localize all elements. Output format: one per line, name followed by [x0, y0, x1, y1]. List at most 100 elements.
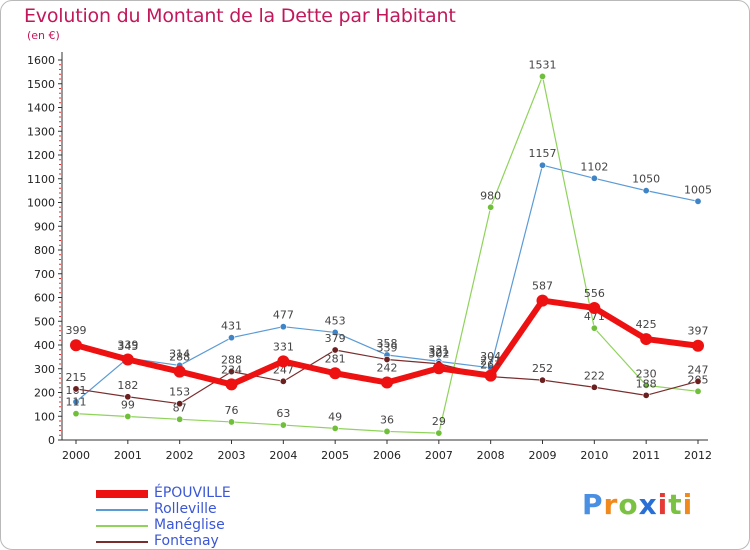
x-tick-label: 2006	[373, 449, 401, 462]
data-point	[692, 339, 704, 352]
data-label: 431	[221, 320, 242, 333]
data-label: 230	[636, 367, 657, 380]
y-tick-label: 1400	[27, 102, 55, 115]
data-point	[72, 398, 80, 406]
data-point	[72, 385, 80, 393]
data-label: 215	[66, 371, 87, 384]
logo-letter: i	[682, 488, 694, 521]
x-tick-label: 2009	[529, 449, 557, 462]
chart-subtitle: (en €)	[27, 29, 60, 42]
x-tick-label: 2011	[632, 449, 660, 462]
y-tick-label: 300	[34, 363, 55, 376]
data-label: 1102	[580, 160, 608, 173]
data-label: 36	[380, 413, 394, 426]
data-label: 358	[377, 337, 398, 350]
data-label: 980	[480, 189, 501, 202]
data-point	[590, 324, 598, 332]
data-point	[331, 424, 339, 432]
y-tick-label: 600	[34, 292, 55, 305]
y-tick-label: 900	[34, 220, 55, 233]
data-point	[642, 391, 650, 399]
data-label: 321	[428, 346, 449, 359]
data-label: 1050	[632, 173, 660, 186]
data-label: 453	[325, 314, 346, 327]
data-point	[383, 355, 391, 363]
data-label: 302	[428, 347, 449, 360]
data-label: 188	[636, 377, 657, 390]
data-label: 234	[221, 363, 242, 376]
data-point	[124, 412, 132, 420]
data-label: 587	[532, 280, 553, 293]
data-point	[331, 346, 339, 354]
data-point	[277, 355, 290, 368]
data-label: 182	[117, 379, 138, 392]
y-tick-label: 1600	[27, 54, 55, 67]
data-point	[694, 387, 702, 395]
data-label: 49	[328, 410, 342, 423]
data-label: 397	[688, 325, 709, 338]
data-label: 281	[325, 352, 346, 365]
data-point	[121, 353, 134, 366]
x-tick-label: 2010	[580, 449, 608, 462]
data-label: 87	[173, 401, 187, 414]
data-point	[329, 367, 342, 380]
data-point	[590, 383, 598, 391]
data-point	[228, 334, 236, 342]
data-label: 252	[532, 362, 553, 375]
y-tick-label: 200	[34, 387, 55, 400]
data-label: 288	[169, 351, 190, 364]
data-point	[484, 369, 497, 382]
logo-letter: o	[618, 488, 639, 521]
data-label: 99	[121, 398, 135, 411]
data-label: 271	[480, 355, 501, 368]
data-point	[72, 410, 80, 418]
x-tick-label: 2012	[684, 449, 712, 462]
logo-letter: i	[657, 488, 669, 521]
logo-letter: t	[668, 488, 683, 521]
x-tick-label: 2002	[166, 449, 194, 462]
data-point	[228, 368, 236, 376]
legend-swatch	[96, 541, 148, 543]
y-tick-label: 0	[48, 434, 55, 447]
data-point	[228, 418, 236, 426]
data-label: 1157	[529, 147, 557, 160]
data-point	[640, 333, 653, 346]
y-tick-label: 700	[34, 268, 55, 281]
y-tick-label: 500	[34, 315, 55, 328]
x-tick-label: 2008	[477, 449, 505, 462]
y-tick-label: 800	[34, 244, 55, 257]
data-label: 153	[169, 386, 190, 399]
data-label: 1531	[529, 58, 557, 71]
data-point	[642, 187, 650, 195]
data-label: 29	[432, 415, 446, 428]
logo-letter: x	[638, 488, 658, 521]
data-point	[173, 365, 186, 378]
data-point	[588, 301, 601, 314]
y-tick-label: 1200	[27, 149, 55, 162]
proxiti-logo: Proxiti	[582, 488, 693, 521]
x-tick-label: 2001	[114, 449, 142, 462]
data-point	[70, 339, 82, 352]
legend-swatch	[96, 490, 148, 498]
data-label: 247	[688, 363, 709, 376]
data-point	[176, 415, 184, 423]
data-point	[225, 378, 238, 391]
data-label: 242	[377, 362, 398, 375]
legend-swatch	[96, 509, 148, 511]
data-point	[538, 376, 546, 384]
y-tick-label: 400	[34, 339, 55, 352]
legend-label: Rolleville	[154, 501, 217, 517]
data-label: 339	[117, 338, 138, 351]
data-label: 76	[225, 404, 239, 417]
data-point	[279, 377, 287, 385]
data-point	[694, 377, 702, 385]
legend-label: Manéglise	[154, 517, 225, 533]
data-label: 288	[221, 354, 242, 367]
data-point	[642, 381, 650, 389]
data-label: 304	[480, 350, 501, 363]
logo-letter: P	[582, 488, 604, 521]
data-label: 399	[66, 324, 87, 337]
data-point	[279, 421, 287, 429]
